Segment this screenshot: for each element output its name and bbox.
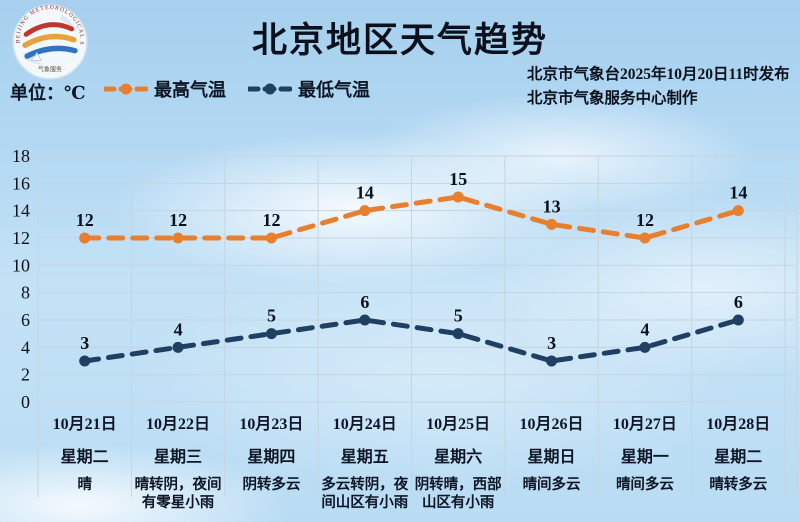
day-date: 10月24日 (332, 416, 397, 433)
y-axis-tick-label: 10 (12, 255, 30, 275)
data-point-label: 13 (543, 196, 561, 216)
day-weather: 晴转阴，夜间有零星小雨 (134, 477, 222, 512)
x-axis-labels: 10月21日 星期二 晴 10月22日 星期三 晴转阴，夜间有零星小雨 10月2… (38, 407, 785, 512)
day-column-3: 10月23日 星期四 阴转多云 (225, 407, 318, 512)
issued-by-block: 北京市气象台2025年10月20日11时发布 北京市气象服务中心制作 (527, 63, 790, 111)
issued-by-line1: 北京市气象台2025年10月20日11时发布 (527, 66, 790, 83)
day-weather: 晴间多云 (522, 477, 581, 493)
data-point (265, 232, 277, 244)
logo-bottom-text: 气象服务 (38, 65, 62, 73)
data-point-label: 14 (356, 183, 374, 203)
data-point (79, 232, 91, 244)
chart-legend: 最高气温 最低气温 (104, 76, 370, 102)
day-weather: 晴 (77, 477, 92, 493)
day-column-8: 10月28日 星期二 晴转多云 (692, 407, 785, 512)
day-weekday: 星期一 (620, 449, 669, 466)
data-point-label: 5 (267, 306, 276, 326)
day-weekday: 星期三 (154, 449, 203, 466)
day-date: 10月26日 (519, 416, 584, 433)
legend-item-high: 最高气温 (104, 76, 226, 102)
data-point-label: 4 (640, 319, 649, 339)
data-point-label: 12 (262, 210, 280, 230)
y-axis-tick-label: 4 (21, 337, 30, 357)
day-weather: 晴间多云 (615, 477, 674, 493)
day-column-6: 10月26日 星期日 晴间多云 (505, 407, 598, 512)
legend-high-label: 最高气温 (154, 80, 226, 100)
day-date: 10月21日 (52, 416, 117, 433)
data-point (172, 341, 184, 353)
y-axis-tick-label: 6 (21, 310, 30, 330)
day-date: 10月25日 (426, 416, 491, 433)
y-axis-tick-label: 0 (21, 392, 30, 412)
day-weekday: 星期五 (340, 449, 389, 466)
day-date: 10月27日 (612, 416, 677, 433)
data-point-label: 15 (449, 169, 467, 189)
beijing-meteorological-service-logo-icon: BEIJING METEOROLOGICAL SERVICE 气象服务 (12, 4, 88, 80)
data-point (732, 314, 744, 326)
issued-by-line2: 北京市气象服务中心制作 (527, 90, 698, 108)
data-point-label: 6 (734, 292, 743, 312)
day-weather: 阴转晴，西部山区有小雨 (414, 477, 502, 512)
data-point (359, 314, 371, 326)
data-point-label: 3 (80, 333, 89, 353)
y-axis-tick-label: 8 (21, 283, 30, 303)
day-weekday: 星期二 (714, 449, 763, 466)
data-point (639, 341, 651, 353)
day-weekday: 星期日 (527, 449, 576, 466)
y-axis-tick-label: 18 (12, 146, 30, 166)
data-point-label: 5 (454, 306, 463, 326)
y-axis-tick-label: 2 (21, 365, 30, 385)
y-axis-tick-label: 12 (12, 228, 30, 248)
y-axis-tick-label: 14 (12, 201, 30, 221)
data-point-label: 12 (636, 210, 654, 230)
data-point (546, 218, 558, 230)
y-axis-tick-label: 16 (12, 173, 30, 193)
series-line-最低气温 (82, 317, 741, 364)
day-weather: 多云转阴，夜间山区有小雨 (321, 477, 409, 512)
legend-low-label: 最低气温 (298, 80, 370, 100)
data-point (732, 205, 744, 217)
page-title: 北京地区天气趋势 (251, 21, 548, 60)
day-date: 10月28日 (706, 416, 771, 433)
data-point-label: 12 (76, 210, 94, 230)
data-point-label: 3 (547, 333, 556, 353)
series-line-最高气温 (82, 194, 741, 241)
day-column-2: 10月22日 星期三 晴转阴，夜间有零星小雨 (131, 407, 224, 512)
data-point (452, 328, 464, 340)
data-point (265, 328, 277, 340)
day-weekday: 星期四 (247, 449, 296, 466)
data-point-label: 6 (360, 292, 369, 312)
day-date: 10月22日 (146, 416, 211, 433)
data-point (172, 232, 184, 244)
data-point-label: 4 (174, 319, 183, 339)
day-weather: 阴转多云 (242, 477, 301, 493)
data-point (546, 355, 558, 367)
unit-label: 单位：℃ (10, 83, 86, 103)
day-column-4: 10月24日 星期五 多云转阴，夜间山区有小雨 (318, 407, 411, 512)
day-weekday: 星期六 (434, 449, 483, 466)
data-point (359, 205, 371, 217)
day-column-7: 10月27日 星期一 晴间多云 (598, 407, 691, 512)
day-date: 10月23日 (239, 416, 304, 433)
high-temp-line-swatch-icon (104, 83, 148, 95)
low-temp-line-swatch-icon (248, 83, 292, 95)
day-column-5: 10月25日 星期六 阴转晴，西部山区有小雨 (412, 407, 505, 512)
day-weather: 晴转多云 (709, 477, 768, 493)
day-column-1: 10月21日 星期二 晴 (38, 407, 131, 512)
data-point (79, 355, 91, 367)
data-point-label: 14 (729, 183, 747, 203)
data-point-label: 12 (169, 210, 187, 230)
day-weekday: 星期二 (60, 449, 109, 466)
data-point (639, 232, 651, 244)
data-point (452, 191, 464, 203)
legend-item-low: 最低气温 (248, 76, 370, 102)
